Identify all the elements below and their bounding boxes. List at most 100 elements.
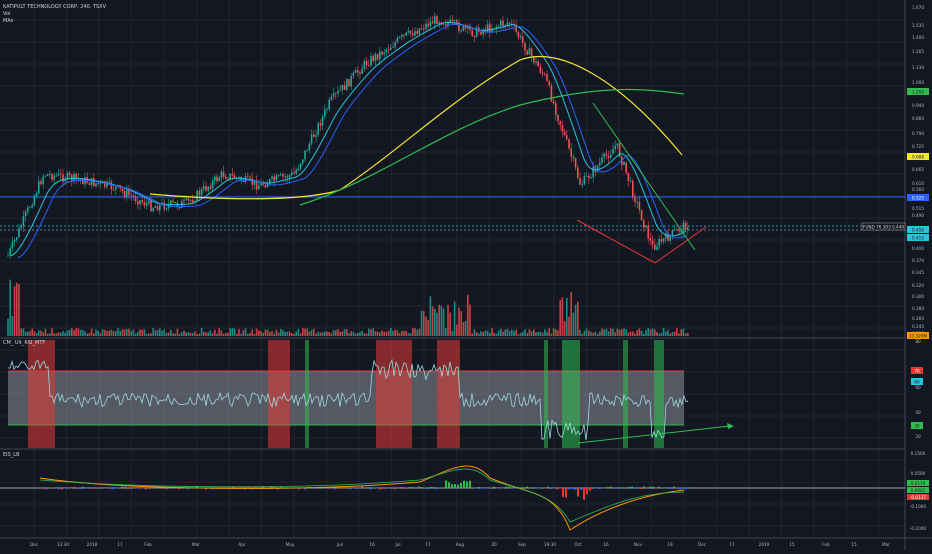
eis-bar [580, 488, 582, 491]
candle-body [394, 42, 396, 48]
volume-bar [548, 328, 550, 336]
arrow-head [727, 423, 734, 429]
candle-body [350, 76, 352, 87]
trendline-red-support[interactable] [576, 219, 656, 264]
candle-body [445, 24, 447, 26]
price-tick: 1.400 [912, 35, 924, 40]
candle-body [504, 25, 506, 26]
volume-bar [469, 304, 471, 336]
candle-body [104, 181, 106, 187]
candle-body [7, 255, 9, 257]
candle-body [156, 206, 159, 211]
rsi-divergence-arrow[interactable] [577, 425, 731, 444]
fund-label: FUND 76.303 0.440 [863, 225, 904, 230]
eis-bar [628, 486, 630, 488]
volume-bar [629, 331, 632, 336]
volume-bar [141, 329, 143, 336]
volume-bar [242, 330, 245, 336]
eis-bar [490, 487, 492, 488]
candle-body [610, 154, 612, 158]
candle-body [559, 120, 561, 126]
candle-body [205, 186, 207, 191]
candle-body [561, 125, 564, 132]
volume-bar [357, 333, 359, 336]
volume-bar [108, 330, 110, 336]
volume-bar [194, 331, 196, 336]
ma-blue-badge [907, 194, 929, 201]
candle-body [185, 198, 187, 200]
price-tick: 0.400 [912, 246, 924, 251]
ma-green-line [299, 88, 685, 206]
candle-body [401, 34, 403, 38]
volume-bar [24, 331, 27, 336]
candle-body [82, 179, 84, 185]
candle-body [676, 228, 678, 230]
volume-bar [315, 333, 317, 336]
volume-bar [508, 330, 511, 336]
candle-body [62, 174, 64, 182]
volume-bar [517, 333, 520, 336]
candle-body [647, 225, 649, 239]
eis-bar [331, 488, 333, 489]
time-label: 19:30 [544, 542, 556, 547]
volume-bar [486, 330, 489, 336]
volume-bar [660, 332, 663, 336]
volume-bar [302, 328, 304, 336]
candle-body [603, 153, 605, 158]
candle-body [297, 168, 300, 171]
candle-body [44, 175, 47, 177]
eis-bar [583, 488, 585, 500]
candle-body [71, 175, 73, 181]
eis-bar [43, 488, 45, 490]
volume-bar [126, 329, 128, 336]
volume-bar [93, 333, 95, 336]
price-scale[interactable]: 1.670 1.535 1.400 1.265 1.130 1.000 0.94… [912, 5, 924, 336]
volume-bar [165, 332, 168, 336]
time-axis[interactable]: Dec 13:30 2018 17 Feb Mar Apr May Jun 16… [30, 542, 890, 547]
osc-scale[interactable]: 80 60 40 20 70 60 30 [911, 339, 923, 439]
eis-bar [631, 486, 633, 488]
eis-bar [538, 488, 540, 489]
candle-body [541, 72, 544, 74]
eis-scale[interactable]: 0.1500 0.0500 -0.1000 -0.2000 0.0174 0.0… [907, 451, 929, 531]
ma-blue-line [17, 23, 688, 259]
volume-bar [533, 329, 535, 336]
eis-bar [541, 487, 543, 488]
candle-body [557, 114, 559, 121]
volume-bar [271, 331, 273, 336]
trendline-red-rising[interactable] [654, 226, 707, 264]
candle-body [396, 37, 399, 43]
volume-bar [420, 310, 423, 336]
candle-body [409, 30, 412, 34]
volume-bar [236, 333, 238, 336]
candle-body [627, 172, 630, 182]
candle-body [183, 199, 185, 201]
volume-bar [269, 331, 271, 336]
candle-body [596, 165, 599, 172]
candle-body [625, 162, 627, 173]
volume-badge [907, 332, 929, 339]
candle-body [568, 139, 570, 149]
rsi-band [8, 371, 684, 425]
candle-body [269, 179, 271, 185]
candle-body [629, 180, 632, 182]
osc-title: CM_ Ult_RSI_MTF [3, 340, 45, 346]
volume-bar [154, 330, 157, 336]
volume-bar [167, 332, 170, 336]
volume-bar [480, 331, 482, 336]
eis-bar [370, 488, 372, 490]
volume-bar [57, 332, 60, 336]
time-label: 2018 [87, 542, 98, 547]
volume-bar [418, 328, 421, 336]
candle-body [374, 53, 377, 61]
rsi-highlight-zones [28, 340, 664, 448]
candle-body [684, 222, 687, 231]
eis-bar [169, 487, 171, 489]
trendline-green-downtrend[interactable] [592, 102, 696, 251]
candle-body [308, 143, 311, 151]
eis-bar [439, 487, 441, 488]
candle-body [590, 177, 592, 179]
eis-bar [508, 486, 510, 488]
